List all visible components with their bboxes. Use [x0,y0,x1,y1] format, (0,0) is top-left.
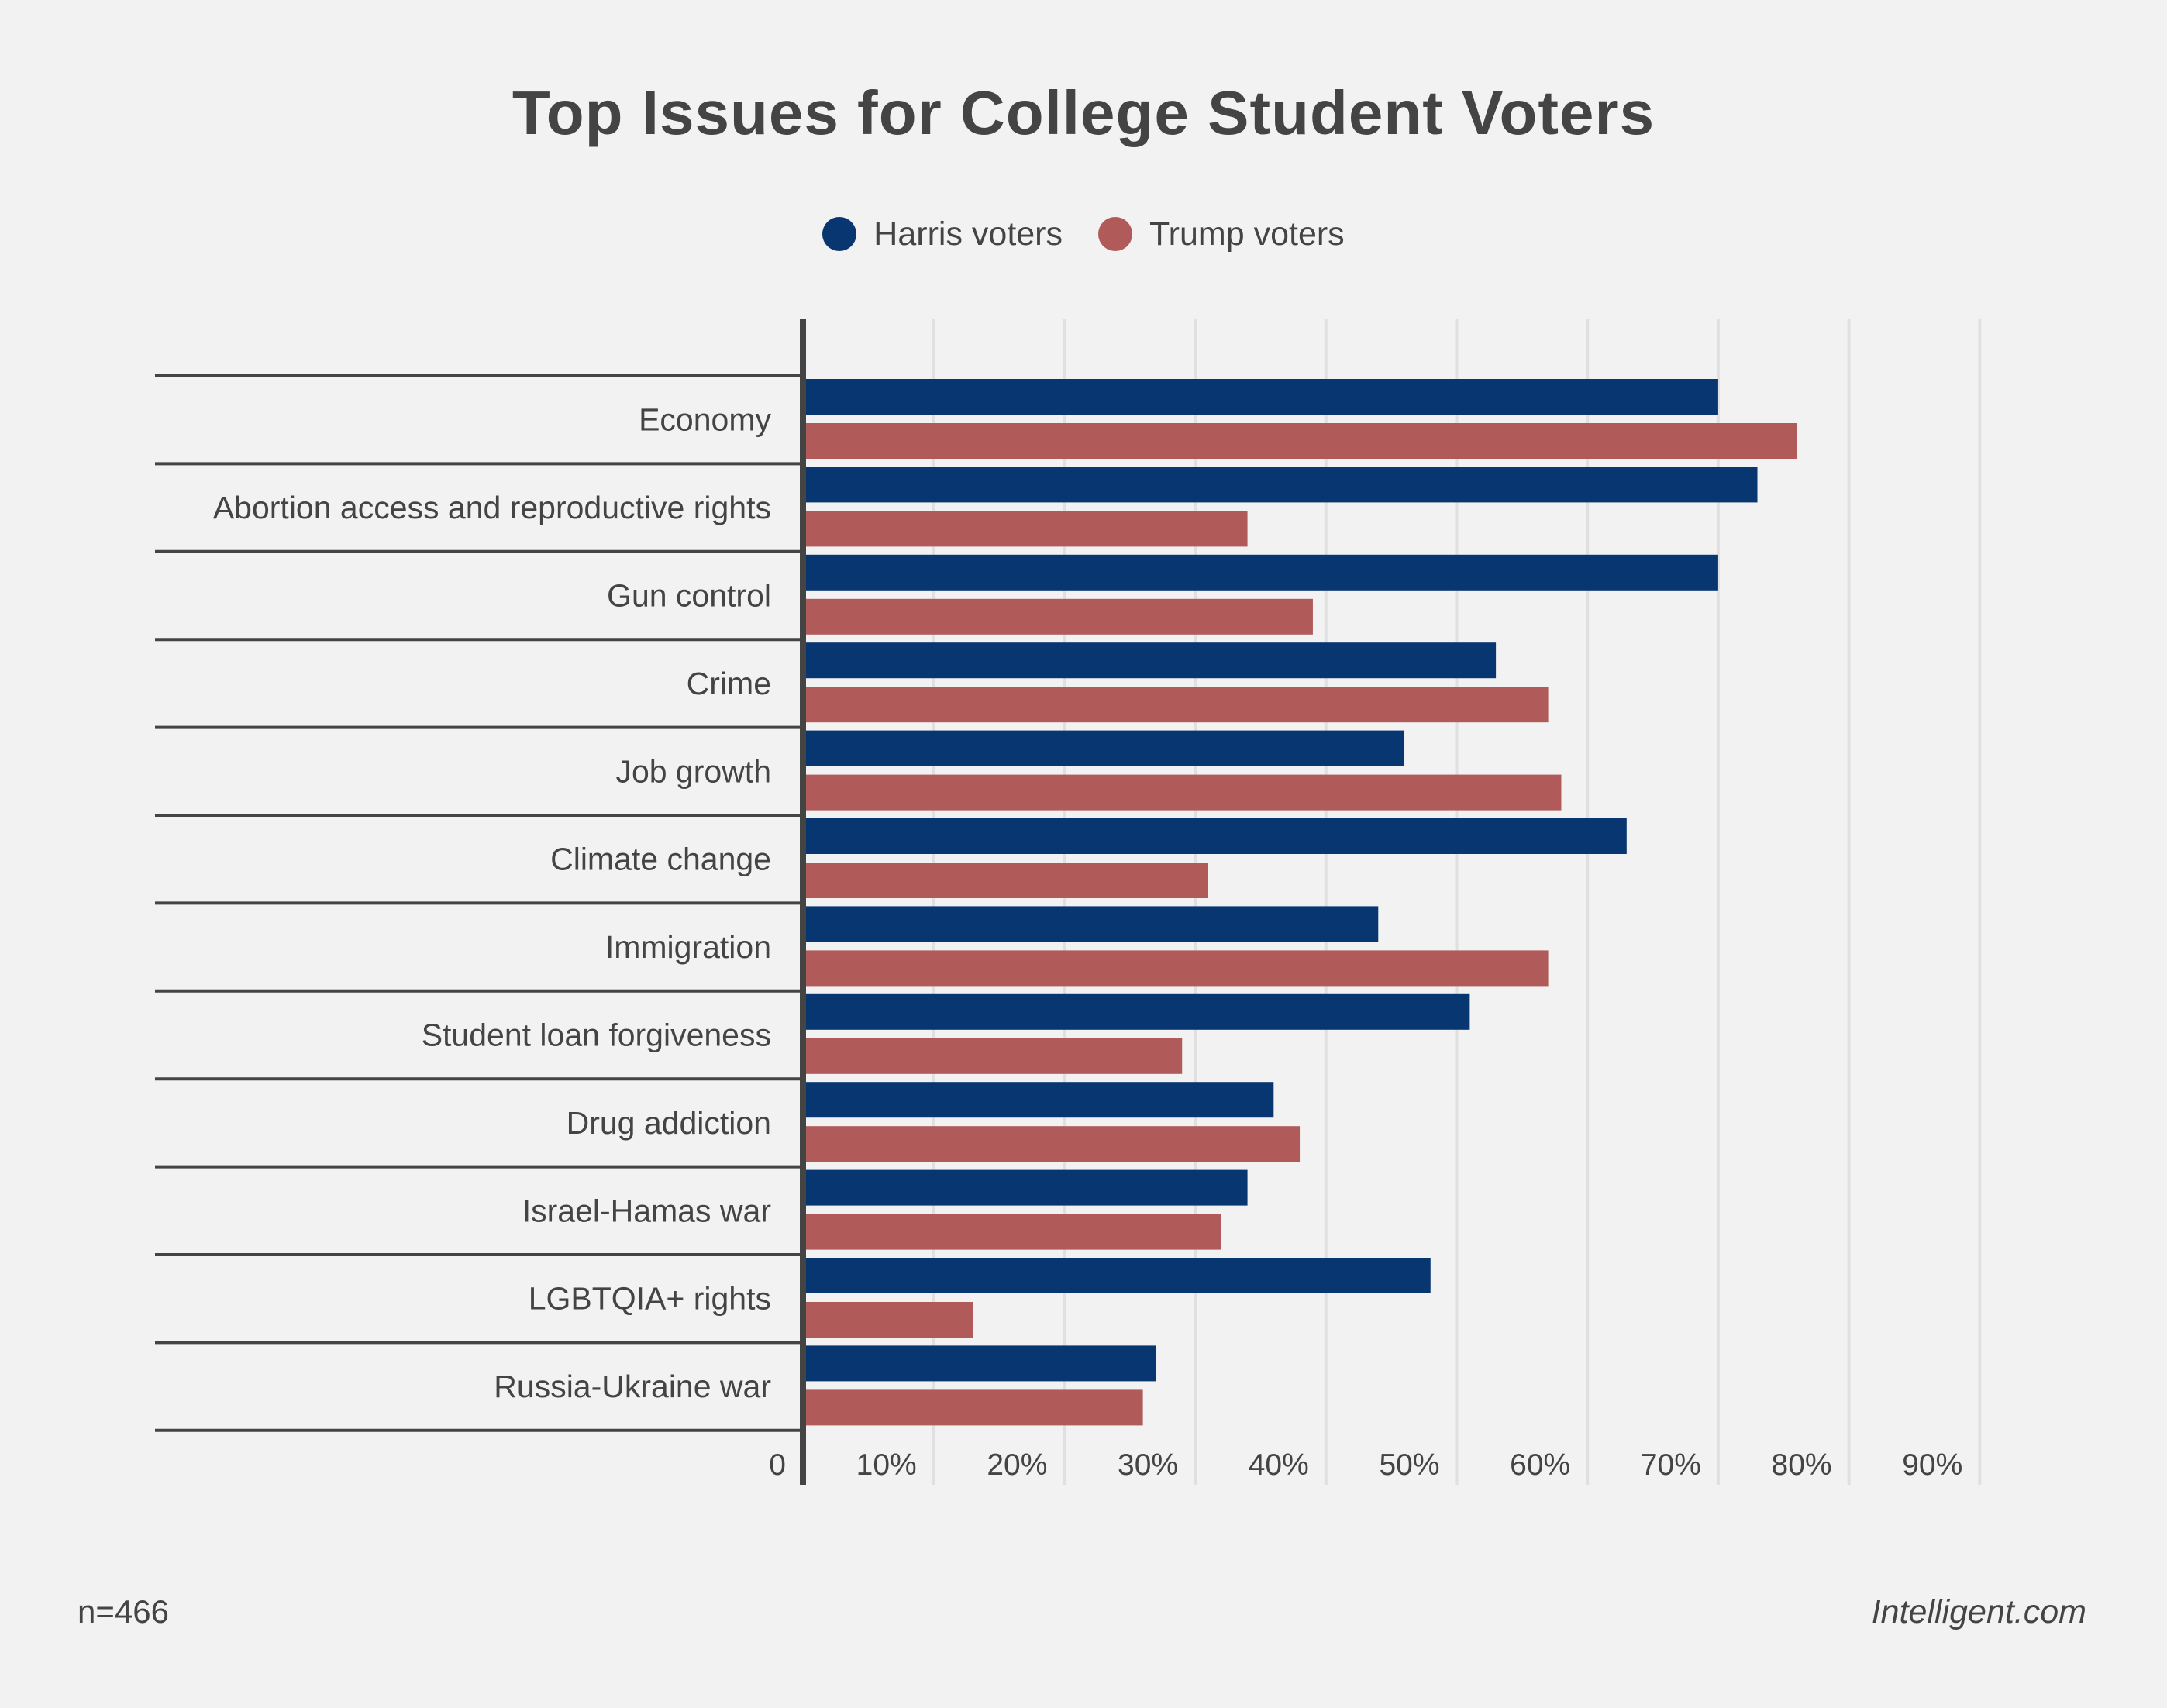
bar-trump [806,423,1797,459]
bar-trump [806,598,1313,635]
category-label: Student loan forgiveness [422,1018,771,1053]
chart-title: Top Issues for College Student Voters [512,78,1655,147]
x-tick-label: 60% [1510,1448,1570,1482]
legend-item-harris[interactable]: Harris voters [822,215,1063,253]
bar-trump [806,1302,973,1338]
bar-harris [806,730,1405,766]
legend-label-harris: Harris voters [873,215,1063,253]
bar-trump [806,511,1248,547]
legend-item-trump[interactable]: Trump voters [1098,215,1345,253]
bar-trump [806,687,1549,723]
bar-harris [806,642,1497,679]
x-tick-label: 50% [1379,1448,1439,1482]
bar-trump [806,1038,1183,1074]
category-label: Russia-Ukraine war [494,1369,771,1404]
sample-size-note: n=466 [78,1593,169,1630]
bar-trump [806,950,1549,987]
bar-harris [806,467,1758,503]
category-separators [155,374,803,1432]
bar-harris [806,1169,1248,1206]
category-label: Abortion access and reproductive rights [213,490,771,525]
bar-harris [806,1082,1274,1118]
legend-label-trump: Trump voters [1149,215,1345,253]
bar-harris [806,1345,1156,1382]
bar-harris [806,1258,1431,1293]
category-label: Drug addiction [567,1105,771,1141]
category-label: Economy [639,402,771,438]
legend: Harris voters Trump voters [0,215,2167,253]
bar-trump [806,1126,1301,1162]
legend-swatch-trump [1098,217,1132,251]
bar-harris [806,993,1470,1030]
bar-trump [806,774,1562,811]
category-label: Gun control [607,578,771,614]
x-tick-label: 0 [769,1448,786,1482]
category-label: Israel-Hamas war [522,1193,771,1228]
x-tick-label: 90% [1902,1448,1962,1482]
x-tick-label: 10% [856,1448,917,1482]
bar-trump [806,863,1208,898]
x-tick-label: 20% [987,1448,1047,1482]
gridlines [932,319,1982,1485]
source-credit: Intelligent.com [1871,1593,2086,1631]
category-label: Immigration [605,929,771,965]
category-label: LGBTQIA+ rights [529,1281,771,1317]
x-tick-labels: 0 10% 20% 30% 40% 50% 60% 70% 80% 90% [769,1448,1962,1482]
category-label: Job growth [615,753,771,789]
bars [806,379,1797,1426]
bar-harris [806,906,1379,942]
bar-harris [806,379,1718,415]
legend-swatch-harris [822,217,857,251]
bar-trump [806,1389,1143,1426]
x-tick-label: 80% [1772,1448,1832,1482]
category-label: Climate change [550,842,771,877]
category-label: Crime [687,666,771,701]
category-labels: Economy Abortion access and reproductive … [213,402,772,1404]
bar-harris [806,554,1718,591]
x-tick-label: 30% [1118,1448,1178,1482]
x-tick-label: 70% [1641,1448,1701,1482]
x-tick-label: 40% [1249,1448,1309,1482]
bar-trump [806,1214,1221,1250]
bar-harris [806,818,1627,854]
